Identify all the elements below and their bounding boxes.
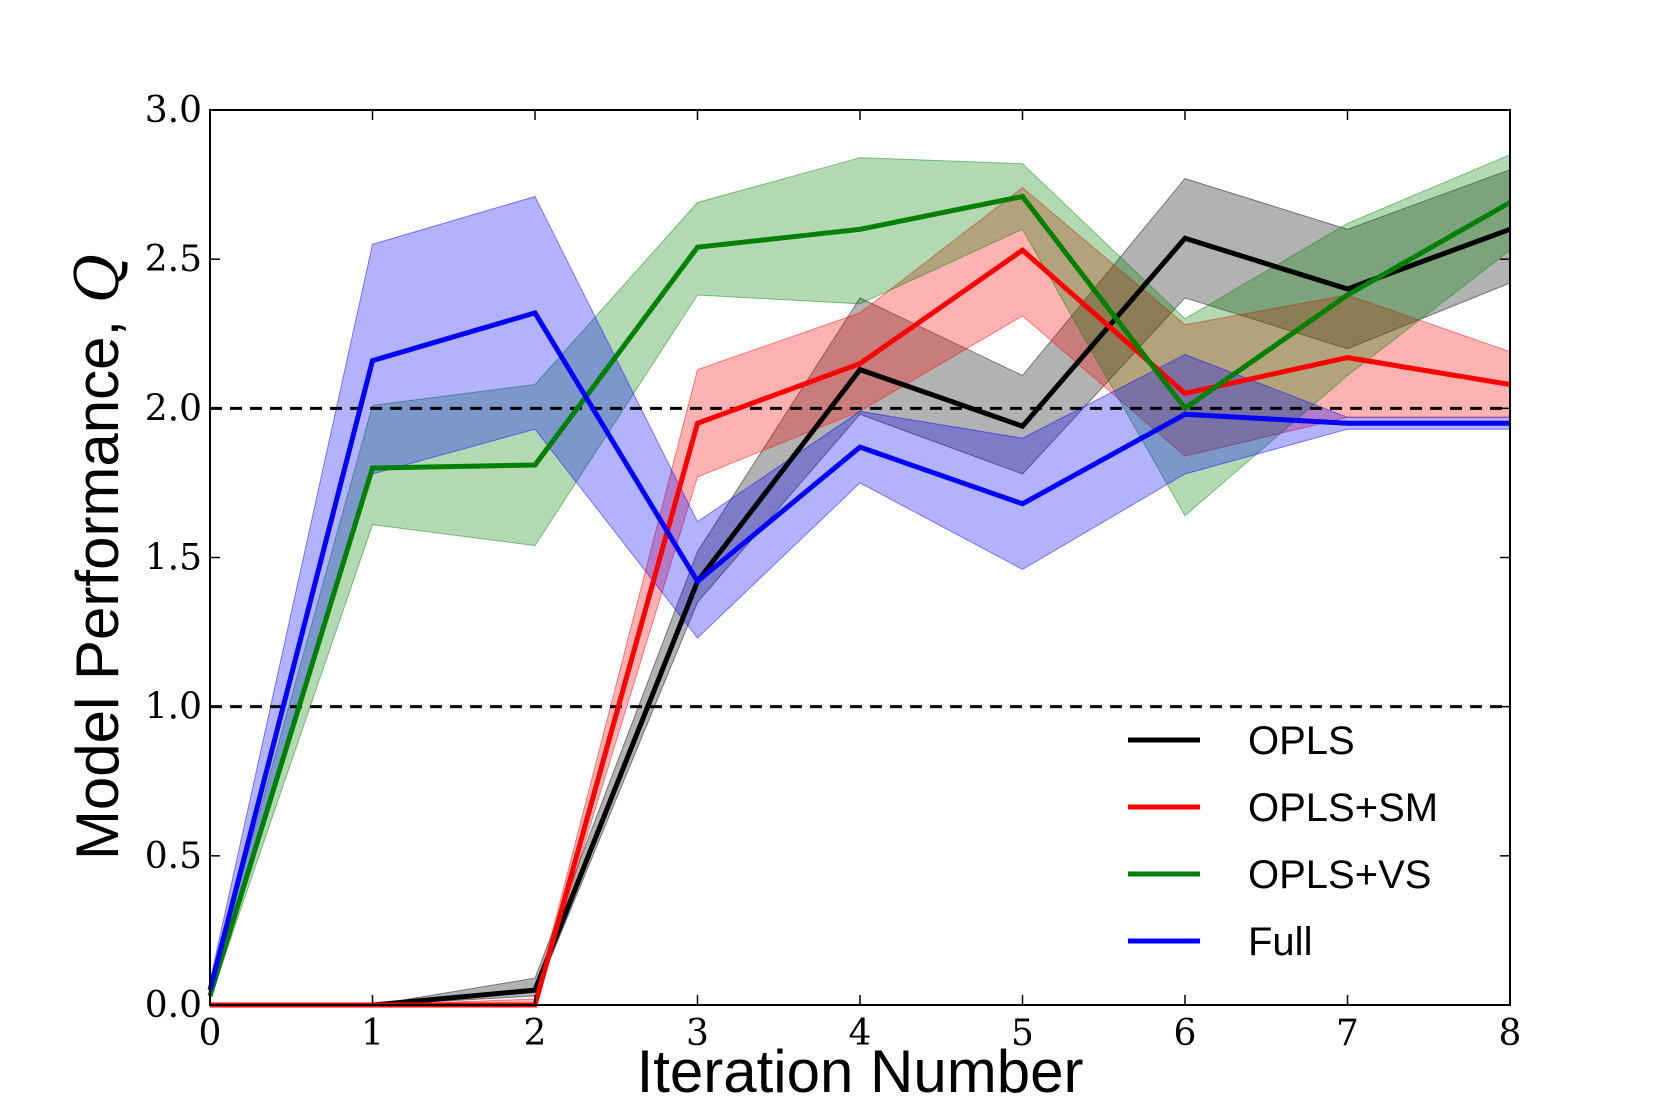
y-axis-title-symbol: Q xyxy=(63,254,133,303)
y-tick-label: 1.0 xyxy=(145,687,202,728)
y-tick-label: 0.5 xyxy=(145,836,202,877)
x-tick-label: 5 xyxy=(1011,1013,1034,1054)
x-tick-label: 8 xyxy=(1499,1013,1522,1054)
x-tick-label: 3 xyxy=(686,1013,709,1054)
x-tick-label: 6 xyxy=(1174,1013,1197,1054)
reference-lines xyxy=(210,406,1510,709)
line-opls-vs xyxy=(207,193,1512,997)
legend: OPLS OPLS+SM OPLS+VS Full xyxy=(1128,719,1438,964)
y-tick-label: 3.0 xyxy=(145,90,202,131)
x-tick-label: 2 xyxy=(524,1013,547,1054)
line-full xyxy=(207,309,1510,991)
x-axis-title: Iteration Number xyxy=(637,1038,1084,1105)
y-tick-label: 2.0 xyxy=(145,388,202,429)
legend-label-opls-sm: OPLS+SM xyxy=(1248,786,1438,830)
line-opls xyxy=(210,226,1511,1008)
axis-ticks: 0 1 2 3 4 5 6 7 8 0.0 0.5 1.0 1.5 2.0 2.5 3.0 xyxy=(145,90,1522,1054)
legend-label-opls-vs: OPLS+VS xyxy=(1248,853,1431,897)
y-tick-label: 2.5 xyxy=(145,239,202,280)
y-tick-label: 0.0 xyxy=(145,985,202,1026)
x-tick-label: 1 xyxy=(361,1013,384,1054)
x-tick-label: 0 xyxy=(199,1013,222,1054)
y-tick-label: 1.5 xyxy=(145,538,202,579)
y-axis-title: Model Performance, Q xyxy=(63,254,133,860)
legend-label-full: Full xyxy=(1248,920,1312,964)
x-tick-label: 4 xyxy=(849,1013,872,1054)
y-axis-title-text: Model Performance, xyxy=(64,303,131,860)
legend-label-opls: OPLS xyxy=(1248,719,1355,763)
x-tick-label: 7 xyxy=(1336,1013,1359,1054)
